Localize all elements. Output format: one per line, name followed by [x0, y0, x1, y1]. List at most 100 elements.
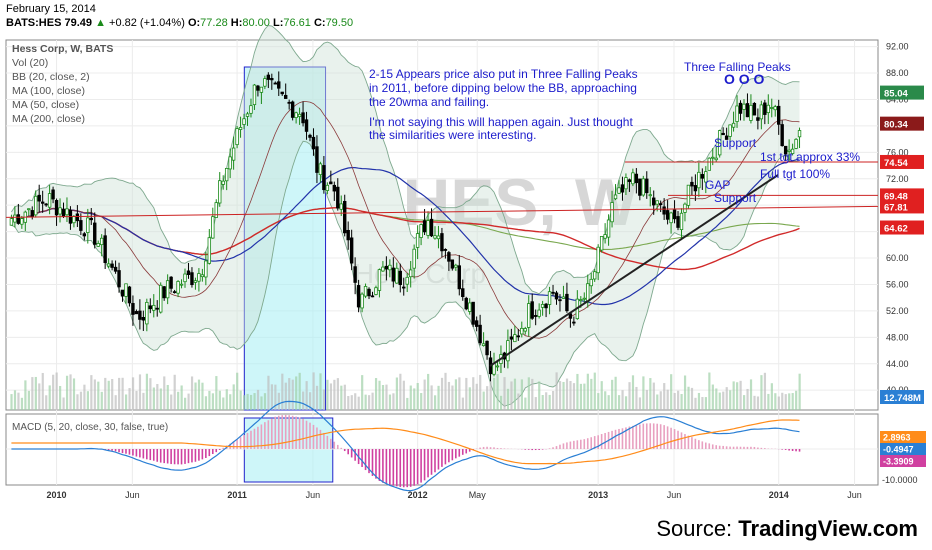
volume-bar: [527, 377, 530, 410]
candle-body: [599, 236, 604, 251]
candle-body: [40, 201, 45, 204]
candle-body: [676, 216, 680, 228]
macd-histogram-bar: [757, 447, 759, 449]
candle-body: [794, 138, 798, 149]
volume-bar: [437, 385, 440, 410]
candle-body: [572, 321, 576, 324]
macd-histogram-bar: [503, 448, 506, 449]
candle-body: [478, 324, 482, 344]
macd-histogram-bar: [205, 449, 207, 458]
candle-body: [704, 171, 708, 183]
macd-histogram-bar: [645, 423, 648, 449]
volume-bar: [104, 377, 107, 410]
price-tag-label: 69.48: [884, 191, 908, 202]
macd-histogram-bar: [392, 449, 395, 486]
macd-histogram-bar: [333, 441, 336, 449]
volume-bar: [649, 378, 652, 410]
candle-body: [89, 217, 93, 221]
volume-bar: [263, 393, 267, 410]
macd-histogram-bar: [548, 448, 551, 449]
candle-body: [582, 297, 586, 300]
volume-bar: [552, 390, 555, 410]
candle-body: [204, 260, 208, 278]
x-tick-label: 2012: [408, 490, 428, 500]
candle-body: [183, 273, 187, 283]
volume-bar: [343, 384, 346, 410]
candle-body: [336, 186, 340, 209]
macd-histogram-bar: [260, 424, 263, 449]
volume-bar: [291, 379, 294, 410]
macd-histogram-bar: [635, 425, 638, 449]
volume-bar: [232, 384, 235, 410]
macd-histogram-bar: [482, 446, 485, 449]
volume-bar: [739, 380, 742, 410]
change-up-icon: ▲: [95, 17, 106, 29]
volume-bar: [423, 379, 426, 410]
volume-bar: [621, 390, 624, 410]
label-peak-marks: O O O: [724, 71, 765, 87]
macd-histogram-bar: [534, 449, 537, 451]
candle-body: [273, 82, 277, 85]
volume-bar: [79, 391, 83, 410]
macd-histogram-bar: [135, 449, 138, 457]
candle-body: [228, 156, 232, 170]
volume-bar: [218, 390, 221, 410]
volume-bar: [354, 393, 357, 410]
macd-histogram-bar: [691, 437, 693, 449]
volume-bar: [357, 396, 360, 410]
candle-body: [714, 157, 718, 161]
x-tick-label: 2014: [769, 490, 789, 500]
candle-body: [450, 259, 455, 269]
volume-bar: [666, 389, 669, 410]
candle-body: [492, 363, 496, 375]
macd-histogram-bar: [382, 449, 384, 483]
candle-body: [106, 263, 111, 267]
candle-body: [707, 157, 711, 171]
macd-line: [11, 400, 800, 492]
macd-histogram-bar: [708, 443, 711, 449]
volume-bar: [256, 389, 260, 410]
candle-body: [224, 167, 229, 182]
volume-bar: [277, 392, 280, 410]
volume-bar: [295, 376, 298, 410]
candle-body: [82, 233, 87, 237]
candle-body: [402, 286, 406, 289]
macd-tag-label: -0.4947: [883, 445, 914, 455]
volume-bar: [777, 396, 780, 410]
volume-bar: [680, 394, 683, 410]
candle-body: [398, 270, 402, 286]
highlight-box-2011: [243, 66, 327, 411]
candle-body: [221, 180, 225, 185]
price-tag-label: 67.81: [884, 202, 908, 213]
volume-bar: [201, 382, 204, 410]
macd-histogram-bar: [406, 449, 409, 488]
candle-body: [724, 135, 729, 140]
macd-histogram-bar: [798, 449, 801, 452]
volume-bar: [267, 375, 270, 410]
bb-basis-line: [11, 101, 800, 339]
volume-bar: [670, 374, 673, 410]
volume-bar: [385, 384, 388, 410]
volume-bar: [194, 382, 197, 410]
candle-body: [721, 132, 725, 136]
volume-bar: [62, 397, 65, 410]
volume-bar: [281, 373, 284, 410]
volume-bar: [690, 387, 694, 410]
volume-bar: [677, 390, 680, 410]
last-price: 79.49: [64, 17, 93, 29]
macd-histogram-bar: [173, 449, 176, 465]
candle-body: [238, 127, 243, 130]
candle-body: [124, 283, 128, 297]
price-tag-label: 74.54: [884, 158, 908, 169]
volume-bar: [784, 394, 787, 410]
volume-bar: [725, 387, 728, 410]
volume-bar: [774, 393, 777, 410]
annotation-line-2: in 2011, before dipping below the BB, ap…: [369, 81, 637, 95]
volume-bar: [288, 378, 291, 410]
candle-body: [54, 200, 59, 216]
volume-bar: [350, 395, 353, 410]
candle-body: [290, 101, 295, 118]
candle-body: [349, 237, 354, 264]
volume-bar: [86, 391, 89, 410]
